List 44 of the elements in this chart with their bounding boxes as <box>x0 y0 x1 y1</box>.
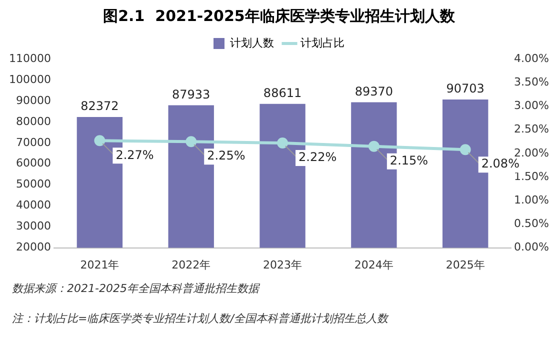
data-label: 2.25% <box>207 148 246 163</box>
y2-tick-label: 0.50% <box>514 217 550 230</box>
x-tick-label: 2021年 <box>80 258 120 272</box>
data-label: 90703 <box>446 82 484 96</box>
data-label: 82372 <box>80 99 119 114</box>
point <box>186 136 197 148</box>
y-tick-label: 100000 <box>8 72 51 86</box>
y-tick-label: 50000 <box>16 178 51 191</box>
y2-tick-label: 0.00% <box>514 240 550 254</box>
data-label: 88611 <box>263 86 302 100</box>
y2-tick-label: 3.50% <box>514 75 550 88</box>
y-tick-label: 90000 <box>16 94 51 107</box>
x-tick-label: 2022年 <box>172 258 211 272</box>
y2-tick-label: 1.00% <box>514 193 550 206</box>
y2-tick-label: 2.50% <box>514 122 550 136</box>
legend-label: 计划占比 <box>300 36 344 50</box>
y2-tick-label: 3.00% <box>514 99 550 112</box>
data-label: 2.08% <box>481 156 520 171</box>
data-label: 2.27% <box>116 148 154 162</box>
y-tick-label: 40000 <box>16 198 51 212</box>
x-tick-label: 2024年 <box>354 258 394 272</box>
y-tick-label: 70000 <box>16 136 51 149</box>
legend-label: 计划人数 <box>230 36 274 50</box>
y-tick-label: 20000 <box>16 240 51 254</box>
y-tick-label: 110000 <box>8 52 51 65</box>
data-label: 89370 <box>354 84 394 98</box>
y2-tick-label: 4.00% <box>514 52 550 65</box>
point <box>277 138 288 149</box>
x-tick-label: 2025年 <box>446 258 485 272</box>
y-tick-label: 80000 <box>16 114 51 128</box>
y2-tick-label: 2.00% <box>514 146 550 160</box>
y-tick-label: 30000 <box>16 220 51 233</box>
data-label: 2.22% <box>298 150 337 164</box>
y-tick-label: 60000 <box>16 156 51 170</box>
text: 注：计划占比=临床医学类专业招生计划人数/全国本科普通批计划招生总人数 <box>12 312 389 325</box>
x-tick-label: 2023年 <box>263 258 302 272</box>
point <box>94 135 106 146</box>
chart-title: 图2.1 2021-2025年临床医学类专业招生计划人数 <box>103 6 456 25</box>
point <box>460 144 471 156</box>
data-label: 2.15% <box>390 153 428 168</box>
y2-tick-label: 1.50% <box>514 170 550 183</box>
source-note: 数据来源：2021-2025年全国本科普通批招生数据 <box>12 282 261 295</box>
data-label: 87933 <box>172 87 210 102</box>
point <box>368 140 380 152</box>
